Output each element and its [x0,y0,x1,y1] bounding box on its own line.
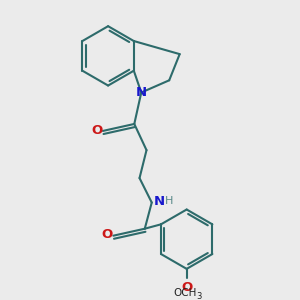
Text: H: H [165,196,173,206]
Text: O: O [181,281,192,294]
Text: 3: 3 [196,292,202,300]
Text: O: O [101,229,113,242]
Text: O: O [91,124,102,137]
Text: N: N [136,86,147,99]
Text: N: N [154,195,165,208]
Text: OCH: OCH [174,288,197,298]
